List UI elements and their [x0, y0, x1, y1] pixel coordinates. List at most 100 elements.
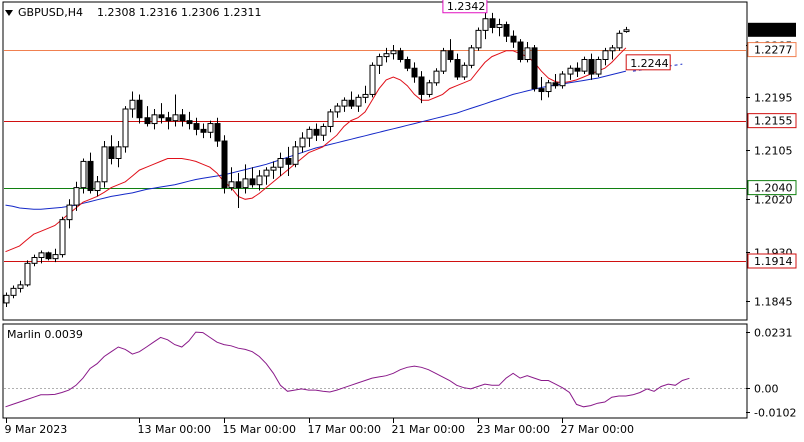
candle: [38, 250, 45, 264]
candle-body: [221, 140, 228, 189]
candle-body: [376, 56, 383, 66]
candle: [158, 103, 165, 124]
candle-body: [447, 50, 454, 60]
oscillator-axis: 0.0231 0.00 -0.0102: [746, 327, 796, 420]
price-annotation-label: 1.2244: [630, 57, 669, 70]
time-tick-label: 21 Mar 00:00: [392, 423, 465, 436]
candle: [327, 109, 334, 133]
candle-body: [228, 181, 235, 189]
oscillator-line: [5, 331, 690, 408]
candle: [376, 53, 383, 75]
candle-body: [567, 67, 574, 75]
candle-body: [609, 47, 616, 52]
candle: [531, 44, 538, 92]
candle-body: [24, 262, 31, 286]
candle-body: [383, 53, 390, 58]
candle-body: [200, 128, 207, 133]
candle-body: [545, 82, 552, 93]
candle: [221, 135, 228, 194]
candle: [306, 126, 313, 147]
candle-body: [299, 137, 306, 148]
candle: [545, 79, 552, 98]
candle: [17, 280, 24, 293]
price-tick-label: 1.2020: [754, 194, 793, 207]
candle: [24, 260, 31, 287]
candle-body: [179, 114, 186, 122]
candle-body: [115, 146, 122, 159]
chart-header-symbol: GBPUSD,H4: [18, 6, 83, 19]
candle: [517, 39, 524, 63]
candle: [454, 53, 461, 80]
candle: [101, 141, 108, 188]
candle: [292, 141, 299, 168]
collapse-triangle-icon[interactable]: [5, 10, 13, 16]
candle: [313, 123, 320, 142]
price-annotation-label: 1.2342: [447, 0, 486, 13]
candle-body: [489, 18, 496, 28]
candle: [172, 94, 179, 127]
candle-body: [73, 187, 80, 206]
candle: [87, 152, 94, 194]
candle: [299, 132, 306, 153]
candle-body: [38, 252, 45, 258]
candle: [623, 26, 630, 33]
candle-body: [45, 252, 52, 260]
oscillator-pane: 0.0231 0.00 -0.0102 Marlin 0.0039: [2, 323, 796, 420]
candle-body: [327, 111, 334, 127]
candle-body: [306, 128, 313, 139]
candle: [129, 91, 136, 118]
time-tick-label: 9 Mar 2023: [5, 423, 68, 436]
candle: [397, 47, 404, 63]
candle-body: [588, 59, 595, 75]
candle: [426, 79, 433, 98]
annotations: 1.2342 1.2244: [442, 0, 671, 71]
candle-body: [249, 178, 256, 186]
ma-slow-path: [5, 70, 627, 210]
candle-body: [158, 114, 165, 119]
candle-body: [411, 67, 418, 78]
candle-body: [214, 123, 221, 142]
candle-body: [285, 158, 292, 165]
price-tick-label: 1.2105: [754, 145, 793, 158]
level-tag-label: 1.1914: [754, 255, 793, 268]
candle: [52, 248, 59, 263]
candle: [144, 106, 151, 127]
time-tick-label: 23 Mar 00:00: [477, 423, 550, 436]
candle-body: [144, 117, 151, 125]
candle-body: [334, 105, 341, 113]
candle-body: [559, 73, 566, 87]
candle: [362, 85, 369, 104]
candle-body: [17, 284, 24, 289]
candle: [341, 97, 348, 112]
candle-body: [3, 294, 10, 304]
candle-body: [270, 166, 277, 171]
candle-body: [510, 35, 517, 43]
candle-body: [433, 70, 440, 84]
candle-body: [574, 67, 581, 72]
candle-body: [503, 24, 510, 37]
candle: [235, 173, 242, 208]
candle-body: [66, 204, 73, 221]
candle: [122, 106, 129, 153]
candle: [461, 62, 468, 80]
candle: [186, 111, 193, 130]
candle: [616, 30, 623, 51]
candle-body: [623, 29, 630, 33]
candle-body: [80, 160, 87, 189]
level-tag: [747, 113, 797, 129]
candle-body: [263, 169, 270, 177]
candle: [45, 251, 52, 261]
candle: [411, 62, 418, 83]
candle: [228, 167, 235, 191]
candle-body: [440, 50, 447, 72]
candle-body: [418, 76, 425, 95]
candle-body: [390, 50, 397, 55]
candle-body: [101, 146, 108, 183]
candle-body: [52, 254, 59, 260]
candle: [602, 47, 609, 66]
candle-body: [404, 59, 411, 69]
time-tick-label: 15 Mar 00:00: [223, 423, 296, 436]
candle: [136, 94, 143, 124]
